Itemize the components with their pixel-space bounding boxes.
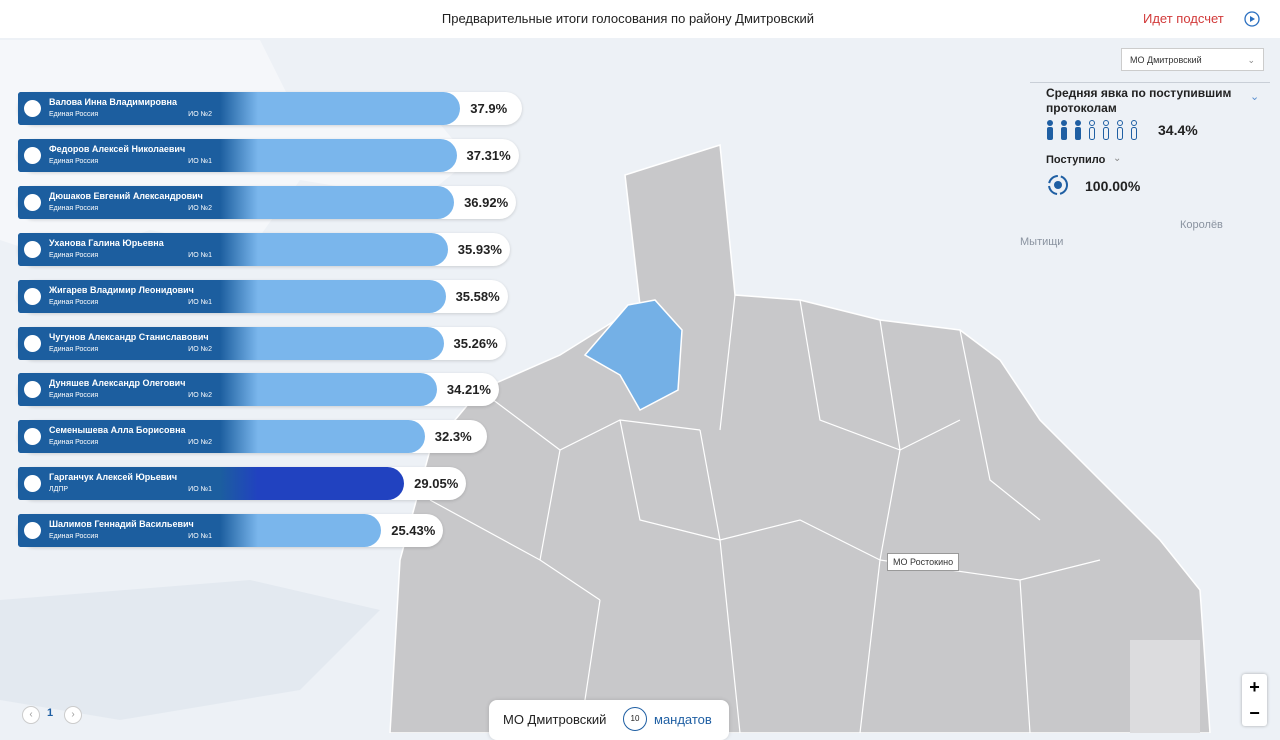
percent-label: 29.05%	[414, 476, 459, 492]
party-logo	[24, 287, 41, 305]
percent-label: 35.93%	[457, 241, 502, 257]
party-name: Единая Россия	[49, 251, 99, 259]
candidate-name: Гарганчук Алексей Юрьевич	[49, 472, 178, 483]
party-name: Единая Россия	[49, 392, 99, 400]
percent-label: 34.21%	[446, 382, 491, 398]
candidate-name: Уханова Галина Юрьевна	[49, 237, 164, 248]
district: ИО №1	[188, 533, 212, 541]
candidate-name: Жигарев Владимир Леонидович	[49, 284, 194, 295]
footer-panel: МО Дмитровский 10 мандатов	[489, 700, 729, 740]
zoom-in[interactable]: +	[1249, 677, 1260, 697]
district: ИО №2	[188, 345, 212, 353]
district: ИО №2	[188, 111, 212, 118]
district: ИО №1	[188, 298, 212, 306]
page-number[interactable]: 1	[47, 707, 54, 719]
percent-label: 35.58%	[455, 288, 500, 304]
district: ИО №2	[188, 392, 212, 400]
turnout-icons	[1047, 120, 1137, 140]
percent-label: 36.92%	[464, 194, 509, 210]
district: ИО №1	[188, 157, 212, 165]
district-select[interactable]: МО Дмитровский ⌄	[1121, 48, 1264, 71]
turnout-value: 34.4%	[1158, 122, 1198, 138]
candidate-name: Дюшаков Евгений Александрович	[49, 190, 203, 201]
district: ИО №1	[188, 486, 212, 494]
party-logo	[24, 522, 41, 540]
party-name: Единая Россия	[49, 111, 99, 118]
footer-district: МО Дмитровский	[503, 712, 607, 727]
candidate-info: Шалимов Геннадий Васильевич Единая Россия…	[18, 514, 220, 548]
district: ИО №1	[188, 251, 212, 259]
party-logo	[24, 475, 41, 493]
map-label: МО Ростокино	[887, 553, 960, 571]
received-label: Поступило	[1046, 154, 1106, 166]
mandates-label: мандатов	[654, 712, 712, 727]
party-name: Единая Россия	[49, 533, 99, 541]
status: Идет подсчет	[1143, 11, 1224, 26]
candidate-name: Семенышева Алла Борисовна	[49, 425, 186, 436]
district: ИО №2	[188, 204, 212, 212]
percent-label: 37.9%	[470, 101, 508, 116]
turnout-label: Средняя явка по поступившим протоколам	[1046, 86, 1232, 115]
candidate-name: Шалимов Геннадий Васильевич	[49, 519, 194, 530]
percent-label: 37.31%	[466, 147, 511, 163]
party-name: ЛДПР	[49, 486, 69, 494]
party-name: Единая Россия	[49, 298, 99, 306]
percent-label: 25.43%	[391, 523, 436, 539]
party-name: Единая Россия	[49, 157, 99, 165]
candidate-name: Чугунов Александр Станиславович	[49, 331, 209, 342]
candidate-info: Федоров Алексей Николаевич Единая Россия И…	[18, 138, 220, 172]
district: ИО №2	[188, 439, 212, 447]
play-button[interactable]	[1244, 11, 1260, 27]
candidate-info: Гарганчук Алексей Юрьевич ЛДПР ИО №1	[18, 467, 220, 501]
percent-label: 32.3%	[434, 429, 472, 445]
party-logo	[24, 146, 41, 164]
candidate-info: Валова Инна Владимировна Единая Россия ИО …	[18, 92, 220, 125]
mandates-count: 10	[623, 707, 647, 731]
candidate-name: Валова Инна Владимировна	[49, 97, 177, 107]
prev-page[interactable]: ‹	[22, 706, 40, 724]
candidate-info: Уханова Галина Юрьевна Единая Россия ИО №1	[18, 232, 220, 266]
party-logo	[24, 193, 41, 211]
received-value: 100.00%	[1085, 178, 1141, 194]
zoom-controls: + −	[1242, 674, 1267, 726]
party-logo	[24, 100, 41, 117]
party-logo	[24, 240, 41, 258]
zoom-out[interactable]: −	[1249, 703, 1260, 723]
candidate-info: Дюшаков Евгений Александрович Единая Росс…	[18, 185, 220, 219]
next-page[interactable]: ›	[64, 706, 82, 724]
candidate-info: Семенышева Алла Борисовна Единая Россия ИО…	[18, 420, 220, 454]
party-logo	[24, 334, 41, 352]
party-logo	[24, 381, 41, 399]
header: Предварительные итоги голосования по рай…	[0, 0, 1280, 38]
candidate-name: Дуняшев Александр Олегович	[49, 378, 186, 389]
map-label: Королёв	[1180, 219, 1223, 231]
candidate-name: Федоров Алексей Николаевич	[49, 143, 186, 154]
map-area	[389, 144, 1211, 733]
candidate-info: Чугунов Александр Станиславович Единая Ро…	[18, 326, 220, 360]
percent-label: 35.26%	[453, 335, 498, 351]
candidate-info: Дуняшев Александр Олегович Единая Россия И…	[18, 373, 220, 407]
party-name: Единая Россия	[49, 345, 99, 353]
selected-district[interactable]	[583, 299, 683, 412]
select-text: МО Дмитровский	[1130, 55, 1202, 65]
party-logo	[24, 428, 41, 446]
map-label: Мытищи	[1020, 236, 1064, 248]
title: Предварительные итоги голосования по рай…	[441, 11, 815, 26]
party-name: Единая Россия	[49, 204, 99, 212]
party-name: Единая Россия	[49, 439, 99, 447]
received-icon	[1048, 175, 1068, 195]
candidate-info: Жигарев Владимир Леонидович Единая Россия…	[18, 279, 220, 313]
